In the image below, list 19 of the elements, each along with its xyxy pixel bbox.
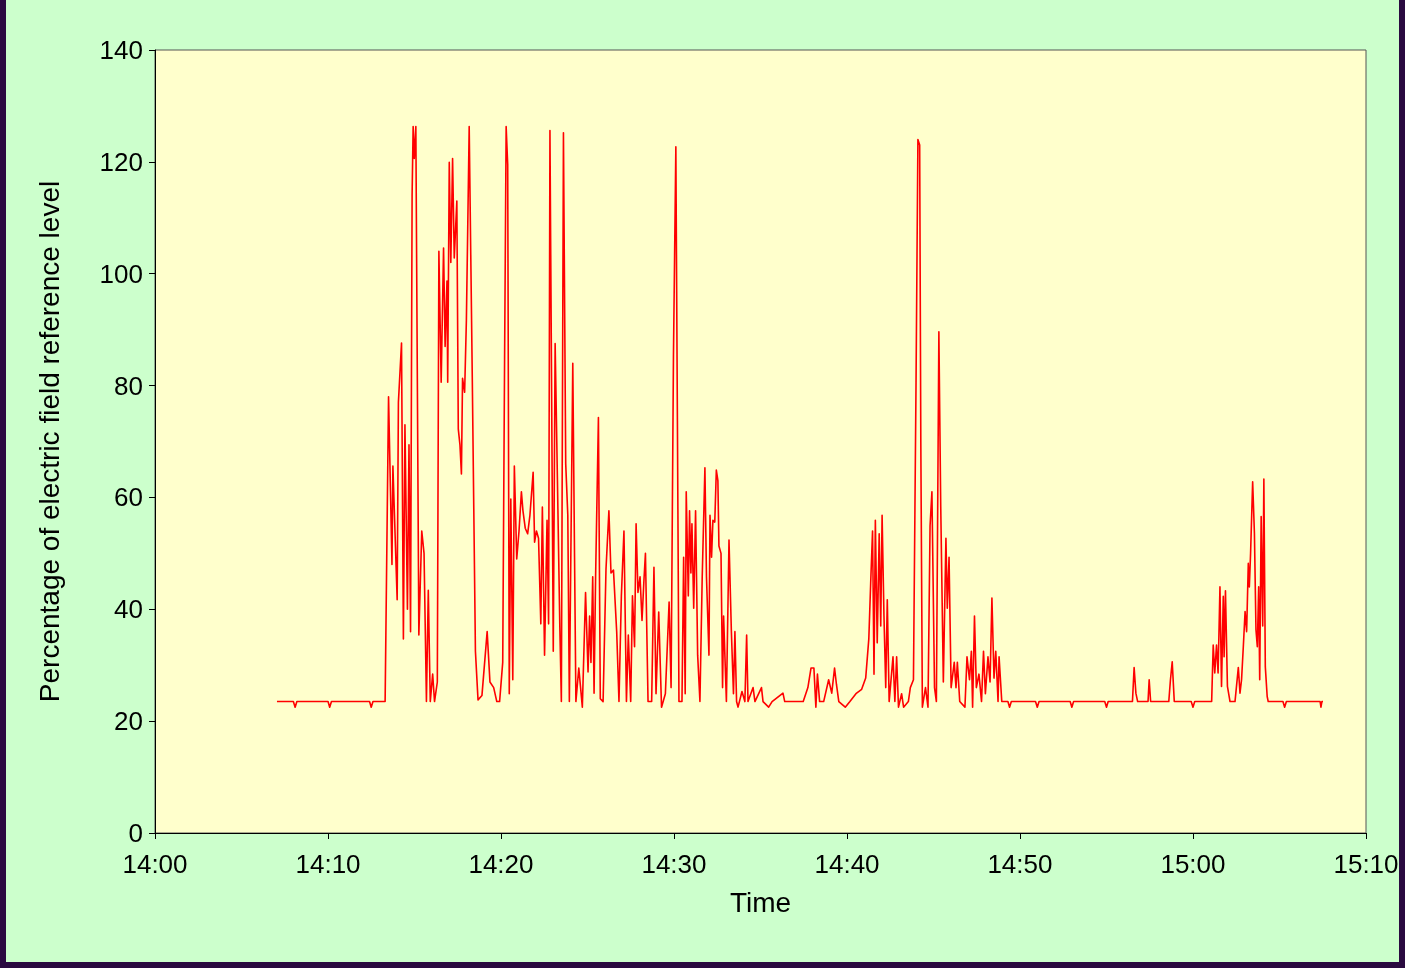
x-tick-label: 14:20: [468, 849, 534, 879]
x-tick-label: 14:40: [814, 849, 880, 879]
y-tick-label: 20: [114, 706, 143, 737]
y-tick-label: 80: [114, 370, 143, 401]
y-tick-label: 100: [99, 258, 143, 289]
x-tick-label: 14:30: [641, 849, 707, 879]
x-tick-label: 14:10: [295, 849, 361, 879]
y-tick-label: 0: [128, 818, 143, 848]
x-tick-label: 15:00: [1160, 849, 1226, 879]
x-axis-title: Time: [729, 886, 792, 918]
x-tick-label: 15:10: [1333, 849, 1399, 879]
y-tick-label: 120: [99, 146, 143, 177]
x-tick-label: 14:00: [122, 849, 188, 879]
y-axis-title: Percentage of electric field reference level: [33, 180, 65, 703]
y-tick-label: 40: [114, 594, 143, 625]
x-tick-label: 14:50: [987, 849, 1053, 879]
line-series: [276, 125, 1324, 708]
y-tick-label: 60: [114, 482, 143, 513]
y-tick-label: 140: [99, 35, 143, 65]
